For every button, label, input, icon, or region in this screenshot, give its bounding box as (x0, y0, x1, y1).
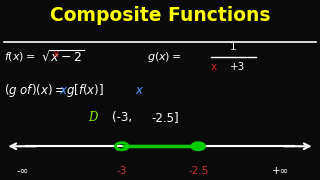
Text: $\sqrt{x-2}$: $\sqrt{x-2}$ (41, 49, 85, 65)
Text: $g(x) =$: $g(x) =$ (147, 50, 182, 64)
Text: -∞: -∞ (17, 166, 29, 176)
Circle shape (192, 143, 204, 150)
Text: -2.5: -2.5 (188, 166, 208, 176)
Text: -2.5]: -2.5] (151, 111, 179, 124)
Text: Composite Functions: Composite Functions (50, 6, 270, 25)
Text: $x$: $x$ (59, 84, 68, 96)
Text: 1: 1 (230, 42, 236, 52)
Text: D: D (88, 111, 98, 124)
Text: $x$: $x$ (52, 49, 61, 59)
Text: $x$: $x$ (135, 84, 144, 96)
Text: $f(x) =$: $f(x) =$ (4, 50, 36, 64)
Text: (-3,: (-3, (112, 111, 132, 124)
Text: x: x (211, 62, 217, 72)
Text: -3: -3 (116, 166, 127, 176)
Text: +∞: +∞ (272, 166, 290, 176)
Text: $(g$ $of)(x) = g[f(x)]$: $(g$ $of)(x) = g[f(x)]$ (4, 82, 104, 98)
Text: +3: +3 (229, 62, 245, 72)
